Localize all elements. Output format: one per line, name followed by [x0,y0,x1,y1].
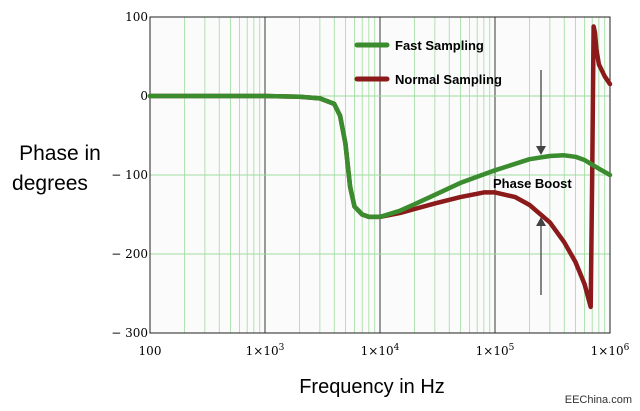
arrow-up-head [536,217,546,226]
phase-boost-annotation: Phase Boost [493,70,572,295]
phase-boost-label: Phase Boost [493,176,572,191]
y-tick-label: 100 [125,10,148,24]
x-axis-title: Frequency in Hz [299,376,445,398]
legend-label-fast-sampling: Fast Sampling [395,38,484,53]
series-line-fast-sampling [147,93,613,220]
x-tick-labels: 100 1×103 1×104 1×105 1×106 [139,343,630,358]
arrow-down-head [536,146,546,155]
x-tick-label: 1×106 [591,343,630,358]
y-axis-title-line-2: degrees [12,172,88,195]
x-tick-label: 1×105 [476,343,515,358]
y-tick-label: − 100 [111,168,148,182]
y-tick-label: − 300 [111,326,148,340]
x-tick-label: 100 [139,344,162,358]
y-axis-title-line-1: Phase in [19,142,101,165]
series-group [147,24,613,310]
watermark: EEChina.com [565,394,632,406]
y-tick-label: − 200 [111,247,148,261]
y-tick-labels: 100 0 − 100 − 200 − 300 [111,10,148,340]
x-tick-label: 1×104 [361,343,400,358]
legend: Fast Sampling Normal Sampling [354,38,502,87]
legend-label-normal-sampling: Normal Sampling [395,72,502,87]
y-tick-label: 0 [140,89,148,103]
x-tick-label: 1×103 [246,343,285,358]
